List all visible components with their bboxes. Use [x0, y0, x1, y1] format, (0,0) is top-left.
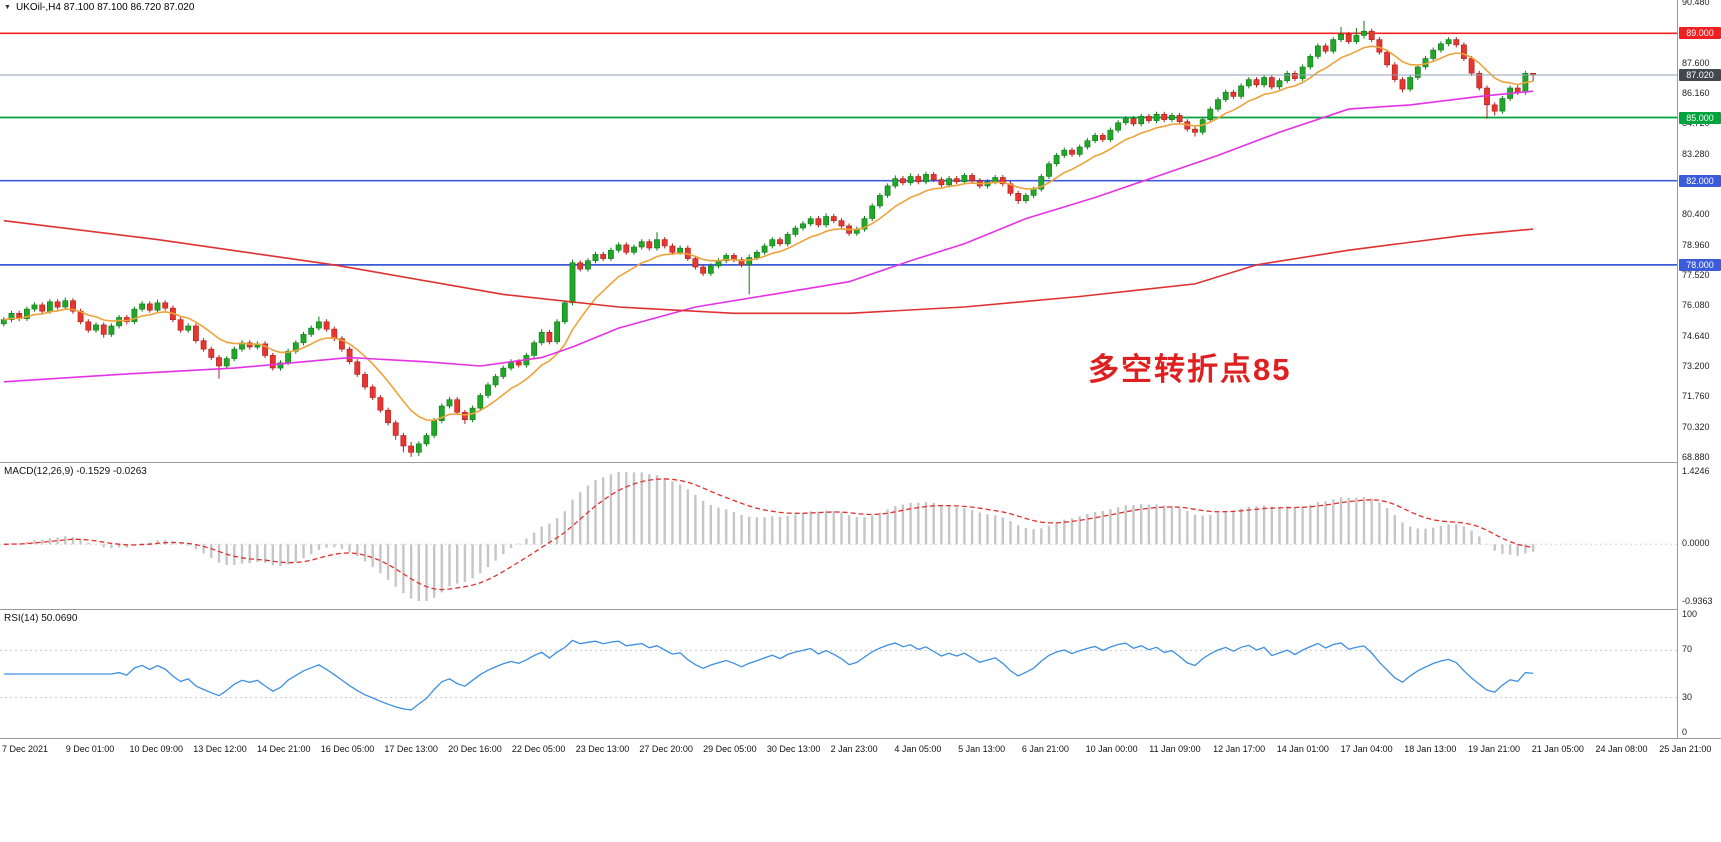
current-price-badge: 87.020 — [1679, 69, 1721, 81]
macd-axis-label: -0.9363 — [1682, 596, 1713, 606]
time-label: 9 Dec 01:00 — [65, 744, 115, 754]
chart-annotation: 多空转折点85 — [1088, 352, 1292, 387]
time-label: 17 Jan 04:00 — [1340, 744, 1393, 754]
level-price-badge: 78.000 — [1679, 258, 1721, 271]
price-tick: 73.200 — [1682, 361, 1710, 371]
main-chart-panel[interactable]: ▼ UKOil-,H4 87.100 87.100 86.720 87.020 … — [0, 0, 1677, 462]
time-label: 17 Dec 13:00 — [384, 744, 438, 754]
time-label: 24 Jan 08:00 — [1595, 744, 1648, 754]
time-label: 13 Dec 12:00 — [193, 744, 247, 754]
macd-label: MACD(12,26,9) -0.1529 -0.0263 — [4, 466, 147, 477]
collapse-chart-icon[interactable]: ▼ — [4, 3, 11, 11]
price-tick: 86.160 — [1682, 88, 1710, 99]
price-tick: 68.880 — [1682, 451, 1710, 462]
time-label: 21 Jan 05:00 — [1531, 744, 1584, 754]
time-label: 14 Dec 21:00 — [257, 744, 311, 754]
time-label: 5 Jan 13:00 — [958, 744, 1006, 754]
rsi-chart[interactable] — [0, 610, 1677, 738]
level-price-badge: 82.000 — [1679, 174, 1721, 187]
chart-header: ▼ UKOil-,H4 87.100 87.100 86.720 87.020 — [4, 2, 194, 13]
time-label: 12 Jan 17:00 — [1213, 744, 1266, 754]
time-label: 11 Jan 09:00 — [1149, 744, 1201, 754]
time-label: 19 Jan 21:00 — [1468, 744, 1521, 754]
price-tick: 80.400 — [1682, 209, 1710, 220]
time-label: 7 Dec 2021 — [2, 744, 49, 754]
time-label: 6 Jan 21:00 — [1021, 744, 1069, 754]
rsi-axis-label: 0 — [1682, 727, 1688, 737]
time-label: 22 Dec 05:00 — [511, 744, 566, 754]
price-tick: 76.080 — [1682, 300, 1710, 311]
price-tick: 90.480 — [1682, 0, 1710, 8]
level-price-badge: 89.000 — [1679, 27, 1721, 40]
rsi-axis-label: 30 — [1682, 692, 1693, 702]
time-label: 27 Dec 20:00 — [639, 744, 693, 754]
rsi-axis-label: 70 — [1682, 644, 1693, 654]
time-label: 29 Dec 05:00 — [703, 744, 757, 754]
price-tick: 74.640 — [1682, 330, 1710, 341]
time-label: 2 Jan 23:00 — [830, 744, 878, 754]
macd-chart[interactable] — [0, 463, 1677, 609]
rsi-panel[interactable]: RSI(14) 50.0690 — [0, 609, 1677, 738]
price-tick: 87.600 — [1682, 57, 1710, 68]
price-tick: 77.520 — [1682, 270, 1710, 280]
time-label: 10 Dec 09:00 — [129, 744, 184, 754]
time-label: 30 Dec 13:00 — [766, 744, 821, 754]
rsi-label: RSI(14) 50.0690 — [4, 613, 78, 624]
time-label: 14 Jan 01:00 — [1276, 744, 1329, 754]
time-label: 10 Jan 00:00 — [1085, 744, 1138, 754]
price-axis[interactable]: 90.48089.04087.60086.16084.72083.28081.8… — [1677, 0, 1721, 738]
time-label: 18 Jan 13:00 — [1404, 744, 1457, 754]
level-price-badge: 85.000 — [1679, 111, 1721, 124]
time-axis[interactable]: 7 Dec 2021 9 Dec 01:00 10 Dec 09:00 13 Dec … — [0, 738, 1721, 760]
macd-panel[interactable]: MACD(12,26,9) -0.1529 -0.0263 — [0, 462, 1677, 609]
symbol-ohlc-label: UKOil-,H4 87.100 87.100 86.720 87.020 — [15, 2, 195, 13]
macd-axis-label: 0.0000 — [1682, 538, 1710, 548]
rsi-axis-label: 100 — [1682, 609, 1698, 619]
time-label: 16 Dec 05:00 — [320, 744, 375, 754]
time-label: 4 Jan 05:00 — [894, 744, 942, 754]
price-tick: 71.760 — [1682, 391, 1710, 402]
price-tick: 83.280 — [1682, 148, 1710, 159]
price-tick: 78.960 — [1682, 239, 1710, 250]
time-label: 23 Dec 13:00 — [575, 744, 630, 754]
time-label: 20 Dec 16:00 — [448, 744, 502, 754]
candlestick-chart[interactable] — [0, 0, 1677, 462]
price-tick: 70.320 — [1682, 421, 1710, 432]
macd-axis-label: 1.4246 — [1682, 466, 1710, 476]
time-label: 25 Jan 21:00 — [1659, 744, 1712, 754]
